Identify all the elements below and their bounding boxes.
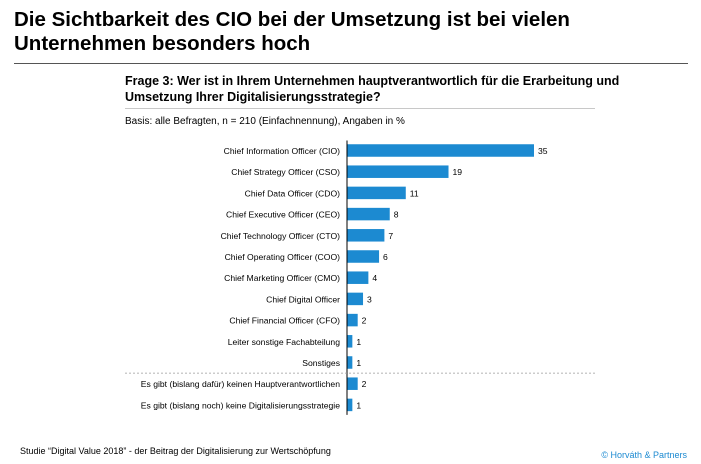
category-label: Chief Marketing Officer (CMO) [224, 273, 340, 283]
bar [347, 250, 380, 263]
data-label: 19 [453, 167, 463, 177]
source-note: Studie “Digital Value 2018” - der Beitra… [20, 446, 331, 456]
data-label: 2 [362, 379, 367, 389]
headline-divider [14, 63, 688, 64]
bar [347, 398, 353, 412]
data-label: 6 [383, 252, 388, 262]
bar [347, 207, 390, 221]
data-label: 7 [388, 231, 393, 241]
category-label: Chief Data Officer (CDO) [245, 188, 340, 198]
category-label: Leiter sonstige Fachabteilung [228, 337, 340, 347]
category-label: Chief Executive Officer (CEO) [226, 210, 340, 220]
category-label: Chief Information Officer (CIO) [224, 146, 341, 156]
bar [347, 144, 534, 157]
category-label: Chief Operating Officer (COO) [225, 252, 341, 262]
category-label: Es gibt (bislang noch) keine Digitalisie… [141, 400, 340, 410]
category-label: Chief Digital Officer [266, 294, 340, 304]
data-label: 1 [356, 337, 361, 347]
data-label: 8 [394, 210, 399, 220]
data-label: 11 [410, 188, 419, 198]
bar [347, 313, 358, 327]
data-label: 1 [356, 400, 361, 410]
bar [347, 292, 364, 306]
bar [347, 335, 353, 348]
bar [347, 229, 385, 242]
bar [347, 165, 449, 178]
category-label: Chief Financial Officer (CFO) [229, 316, 340, 326]
category-label: Sonstiges [302, 358, 340, 368]
question-divider [125, 108, 595, 109]
data-label: 4 [372, 273, 377, 283]
bar [347, 356, 353, 369]
bar-chart: Chief Information Officer (CIO) 35 Chief S… [125, 140, 595, 415]
bar [347, 271, 369, 284]
headline: Die Sichtbarkeit des CIO bei der Umsetzu… [14, 8, 570, 55]
category-label: Chief Technology Officer (CTO) [221, 231, 341, 241]
bar [347, 186, 406, 200]
bar [347, 377, 358, 390]
data-label: 2 [362, 316, 367, 326]
category-label: Es gibt (bislang dafür) keinen Hauptvera… [141, 379, 340, 389]
data-label: 3 [367, 294, 372, 304]
copyright: © Horváth & Partners [601, 450, 687, 460]
basis-note: Basis: alle Befragten, n = 210 (Einfachn… [125, 116, 405, 127]
data-label: 1 [356, 358, 361, 368]
data-label: 35 [538, 146, 548, 156]
category-label: Chief Strategy Officer (CSO) [231, 167, 340, 177]
question-title: Frage 3: Wer ist in Ihrem Unternehmen ha… [125, 74, 620, 104]
